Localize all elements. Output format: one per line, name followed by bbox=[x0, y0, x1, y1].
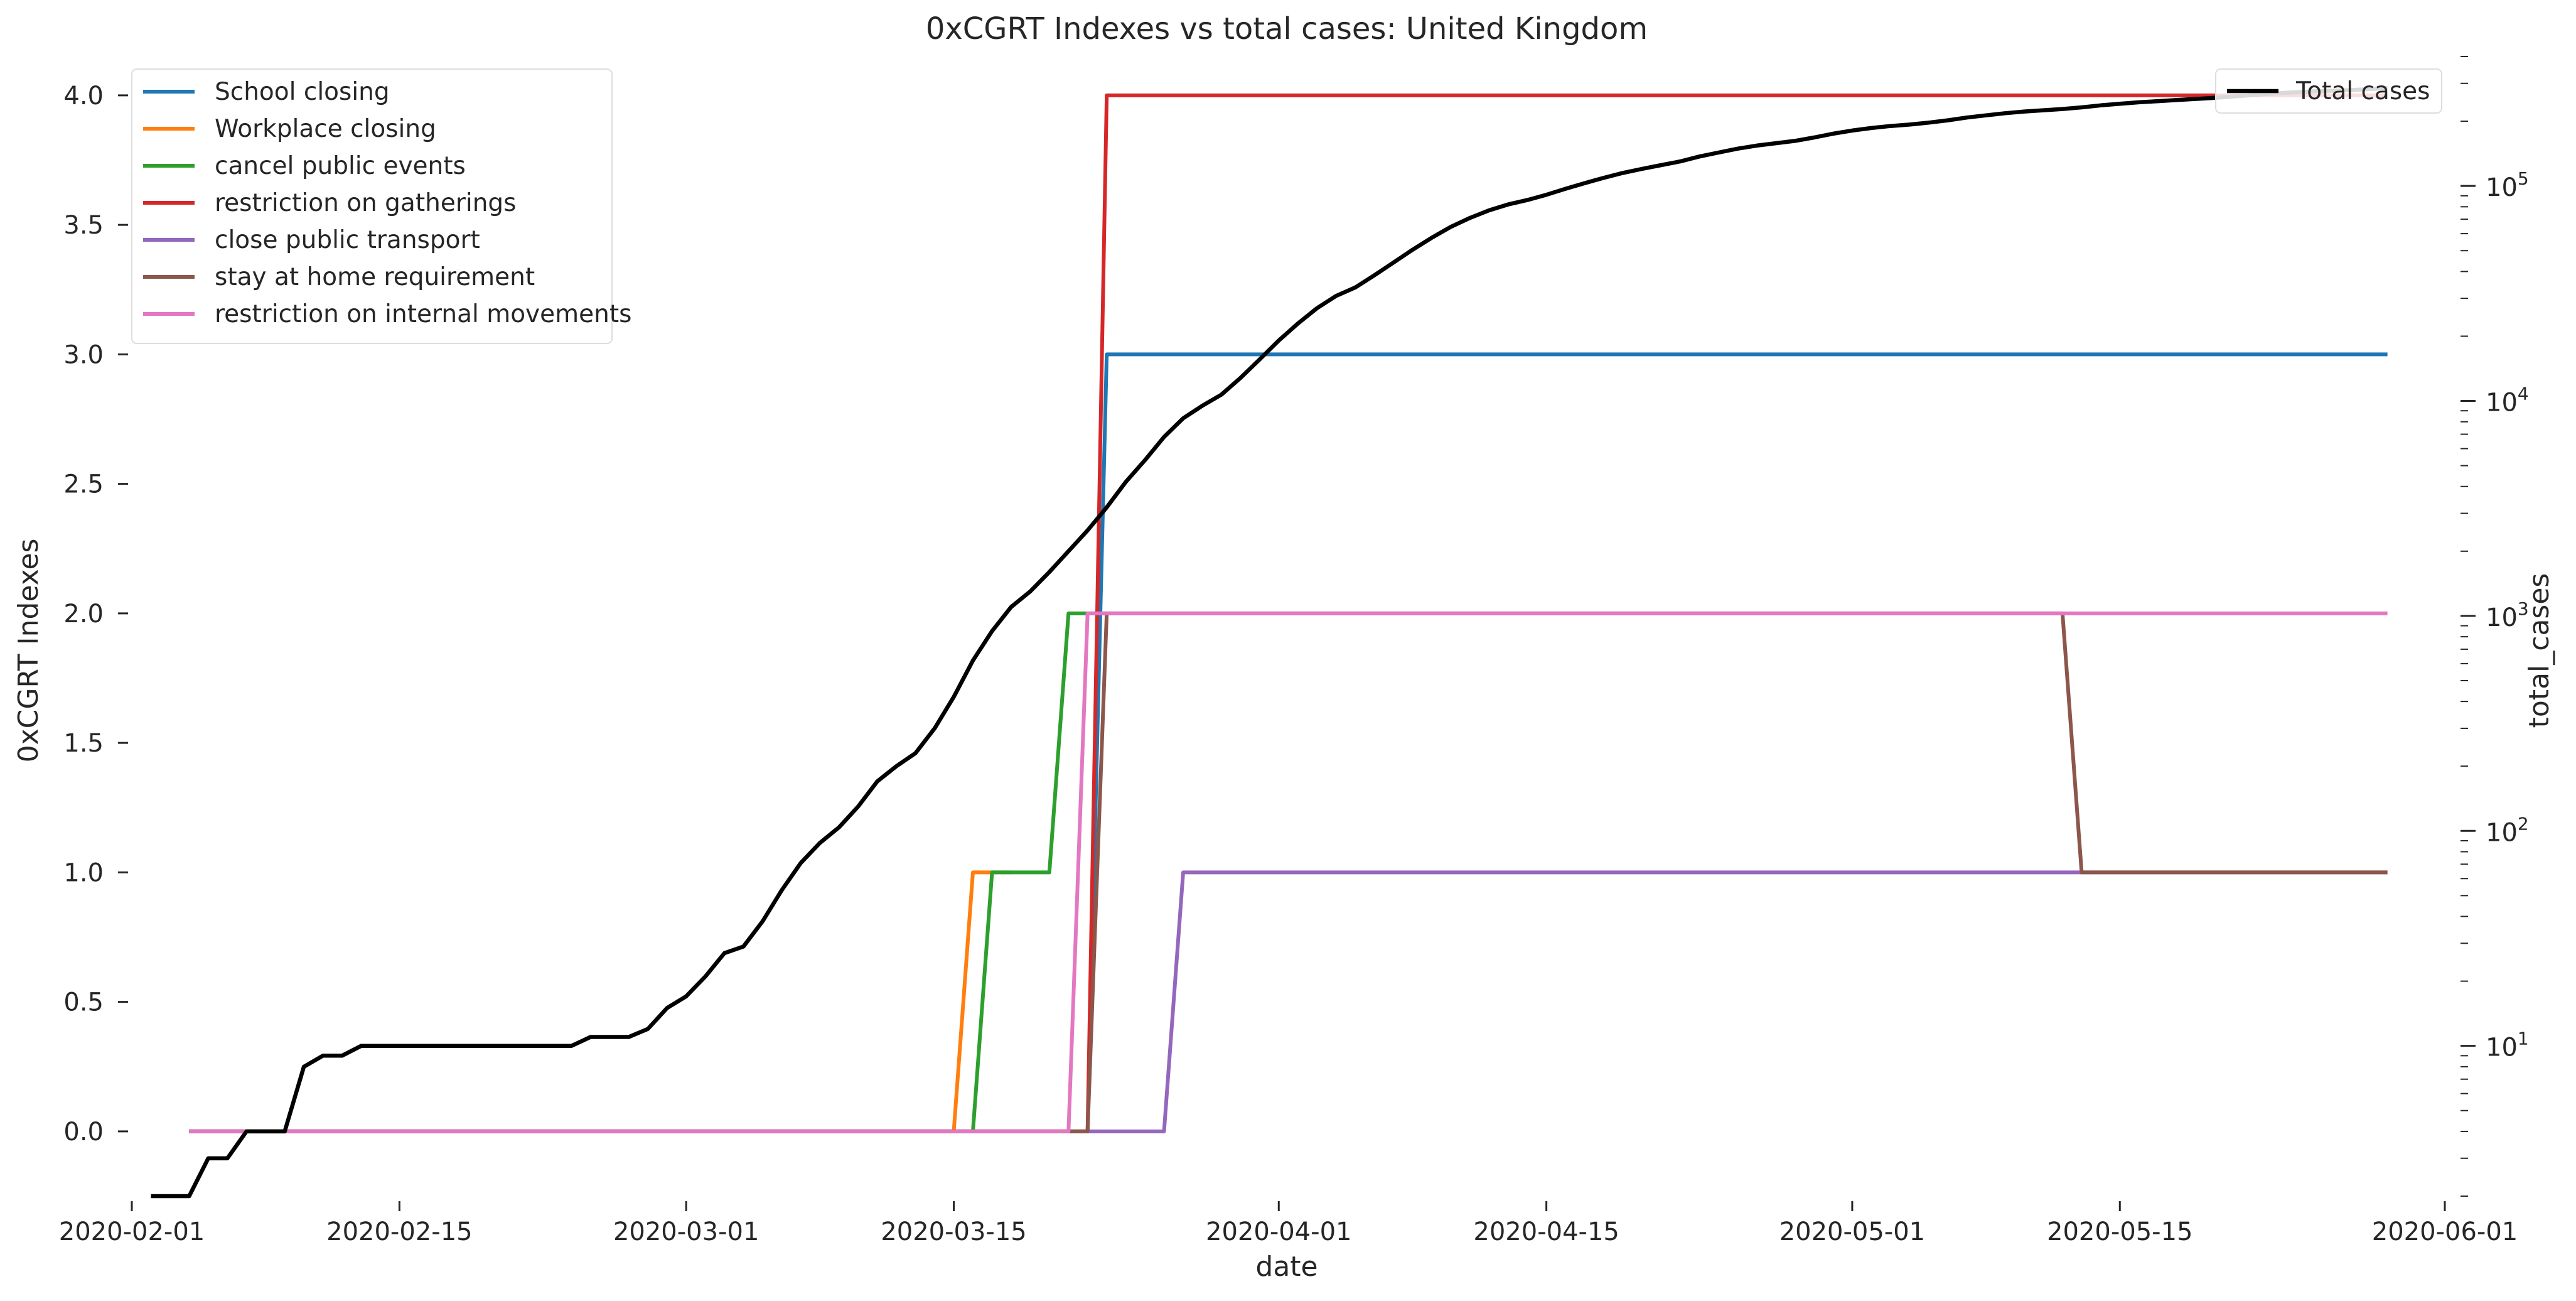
y-axis-right-label: total_cases bbox=[2523, 573, 2555, 728]
x-axis-label: date bbox=[1255, 1251, 1318, 1283]
right-tick-label: 105 bbox=[2486, 168, 2529, 202]
legend-indexes: School closing Workplace closing cancel pu… bbox=[131, 68, 631, 344]
legend-label-close-public-transport: close public transport bbox=[215, 226, 480, 254]
right-axis-ticks: 101 102 103 104 105 bbox=[2461, 56, 2529, 1197]
right-tick-label: 101 bbox=[2486, 1028, 2529, 1062]
series-line-restriction-on-internal-movements bbox=[189, 611, 2388, 1133]
x-tick-label: 2020-03-15 bbox=[881, 1217, 1026, 1246]
x-tick-label: 2020-05-15 bbox=[2047, 1217, 2192, 1246]
cases-series-group bbox=[151, 86, 2388, 1199]
x-tick-label: 2020-06-01 bbox=[2372, 1217, 2518, 1246]
x-tick-label: 2020-02-15 bbox=[326, 1217, 472, 1246]
left-tick-label: 0.0 bbox=[63, 1118, 104, 1147]
legend-box bbox=[2215, 68, 2442, 114]
left-tick-label: 2.5 bbox=[63, 470, 104, 499]
left-tick-label: 2.0 bbox=[63, 600, 104, 629]
y-axis-left-label: 0xCGRT Indexes bbox=[13, 539, 45, 763]
legend-label-restriction-on-gatherings: restriction on gatherings bbox=[215, 189, 517, 217]
right-tick-label: 104 bbox=[2486, 384, 2529, 418]
left-tick-label: 3.0 bbox=[63, 340, 104, 369]
legend-label-stay-at-home-requirement: stay at home requirement bbox=[215, 263, 535, 291]
x-tick-label: 2020-02-01 bbox=[59, 1217, 205, 1246]
left-tick-label: 3.5 bbox=[63, 211, 104, 240]
left-tick-label: 1.0 bbox=[63, 858, 104, 887]
legend-total-cases: Total cases bbox=[2215, 68, 2442, 114]
legend-label-school-closing: School closing bbox=[215, 78, 390, 106]
right-tick-label: 102 bbox=[2486, 813, 2529, 847]
x-axis-ticks: 2020-02-01 2020-02-15 2020-03-01 2020-03-15… bbox=[59, 1201, 2518, 1246]
left-tick-label: 4.0 bbox=[63, 82, 104, 111]
legend-box bbox=[131, 68, 613, 344]
legend-label-workplace-closing: Workplace closing bbox=[215, 115, 436, 143]
left-axis-ticks: 0.0 0.5 1.0 1.5 2.0 2.5 3.0 3.5 4.0 bbox=[63, 82, 128, 1147]
left-tick-label: 1.5 bbox=[63, 729, 104, 758]
series-line-total-cases bbox=[151, 86, 2388, 1199]
x-tick-label: 2020-04-01 bbox=[1206, 1217, 1351, 1246]
legend-label-restriction-on-internal-movements: restriction on internal movements bbox=[215, 300, 631, 328]
legend-label-total-cases: Total cases bbox=[2295, 77, 2430, 105]
legend-label-cancel-public-events: cancel public events bbox=[215, 152, 466, 180]
x-tick-label: 2020-05-01 bbox=[1779, 1217, 1925, 1246]
index-series-group bbox=[189, 93, 2388, 1133]
right-tick-label: 103 bbox=[2486, 598, 2529, 632]
x-tick-label: 2020-04-15 bbox=[1473, 1217, 1619, 1246]
left-tick-label: 0.5 bbox=[63, 988, 104, 1017]
x-tick-label: 2020-03-01 bbox=[613, 1217, 759, 1246]
chart-title: 0xCGRT Indexes vs total cases: United Ki… bbox=[926, 11, 1648, 46]
